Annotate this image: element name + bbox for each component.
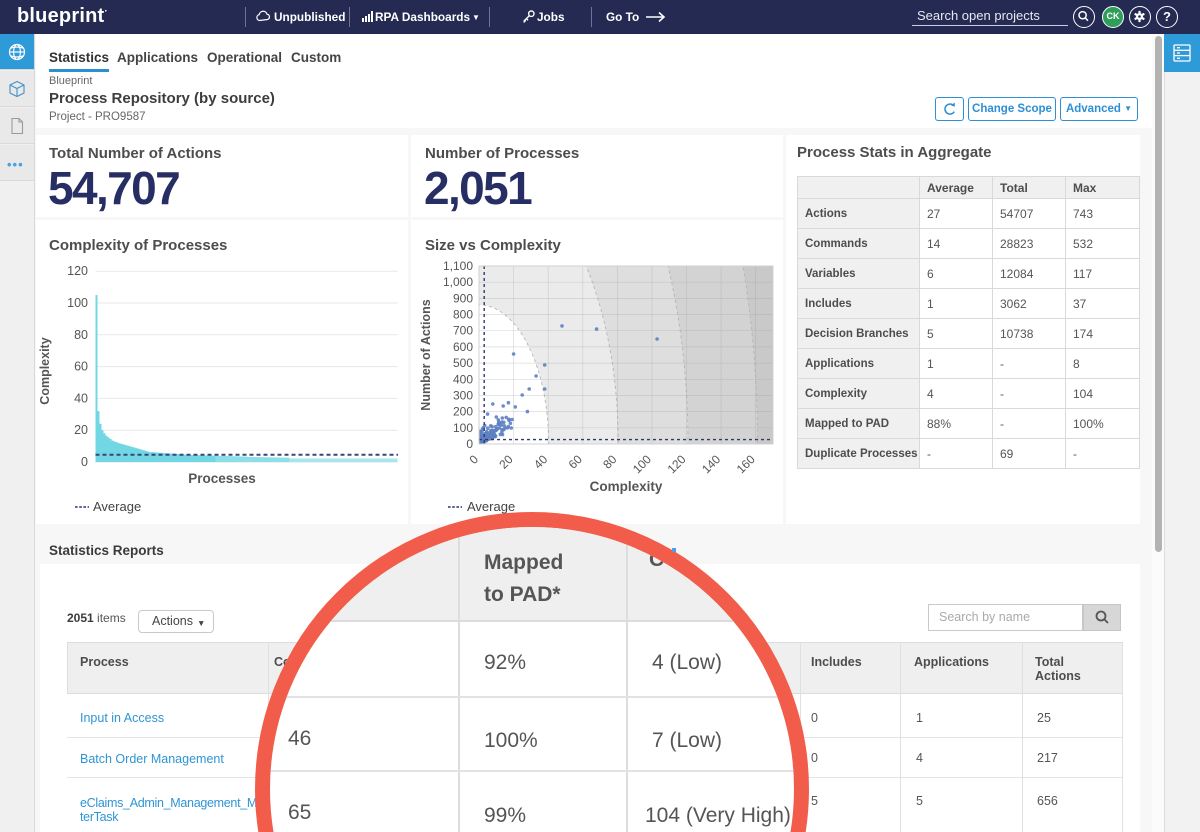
svg-text:200: 200 [453, 405, 473, 419]
svg-text:700: 700 [453, 324, 473, 338]
svg-text:80: 80 [74, 328, 88, 342]
svg-text:120: 120 [67, 264, 88, 278]
svg-text:20: 20 [496, 452, 516, 472]
svg-text:Average: Average [467, 499, 515, 514]
svg-text:1,100: 1,100 [443, 259, 473, 273]
svg-text:0: 0 [466, 452, 481, 467]
svg-text:500: 500 [453, 356, 473, 370]
svg-text:Number of Actions: Number of Actions [419, 299, 433, 410]
svg-text:40: 40 [531, 452, 551, 472]
svg-text:Complexity: Complexity [590, 479, 663, 494]
svg-text:100: 100 [630, 452, 654, 476]
svg-text:400: 400 [453, 372, 473, 386]
svg-text:160: 160 [734, 452, 758, 476]
svg-text:100: 100 [453, 421, 473, 435]
svg-text:100: 100 [67, 296, 88, 310]
svg-text:Complexity: Complexity [38, 337, 52, 404]
svg-text:20: 20 [74, 423, 88, 437]
svg-text:300: 300 [453, 389, 473, 403]
svg-text:Average: Average [93, 499, 141, 514]
svg-text:Processes: Processes [188, 471, 256, 486]
svg-text:60: 60 [566, 452, 586, 472]
svg-text:0: 0 [81, 455, 88, 469]
svg-text:1,000: 1,000 [443, 275, 473, 289]
svg-text:60: 60 [74, 360, 88, 374]
svg-text:600: 600 [453, 340, 473, 354]
svg-text:140: 140 [699, 452, 723, 476]
svg-text:80: 80 [600, 452, 620, 472]
svg-text:40: 40 [74, 391, 88, 405]
svg-text:900: 900 [453, 291, 473, 305]
svg-text:800: 800 [453, 308, 473, 322]
svg-text:120: 120 [665, 452, 689, 476]
svg-text:0: 0 [466, 437, 473, 451]
